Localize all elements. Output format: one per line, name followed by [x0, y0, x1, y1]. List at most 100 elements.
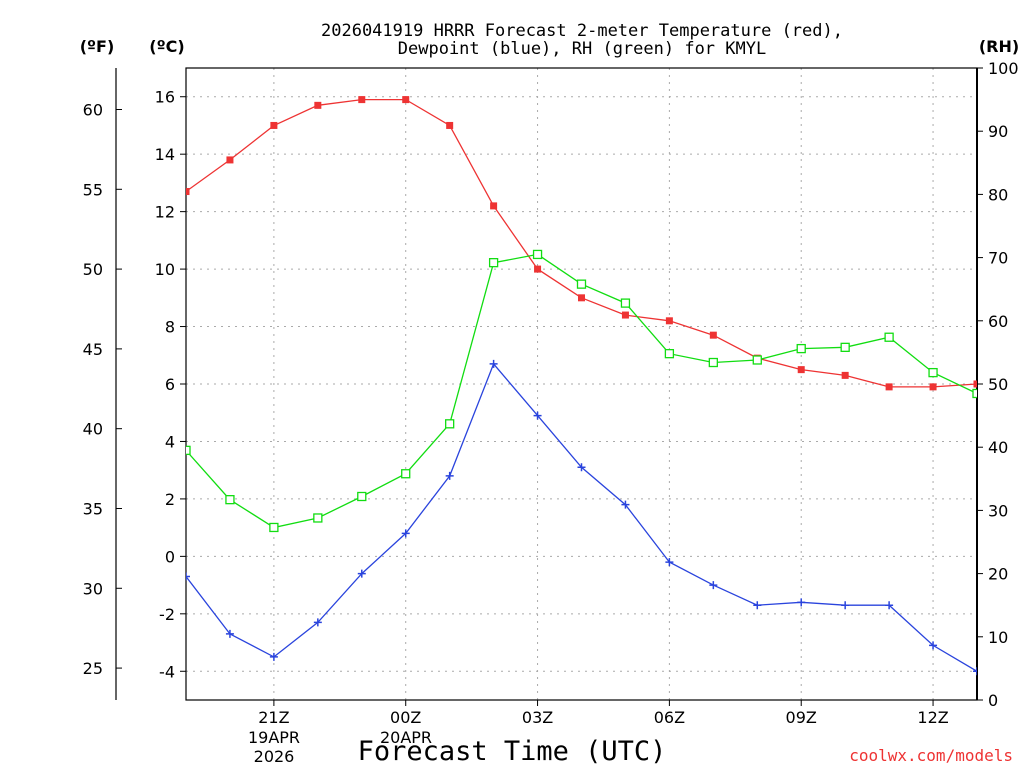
temperature-point — [314, 101, 322, 109]
temperature-point — [621, 311, 629, 319]
fahrenheit-axis-label: (ºF) — [80, 37, 115, 56]
tick-label-rh: 100 — [988, 59, 1019, 78]
tick-label-rh: 50 — [988, 375, 1008, 394]
dewpoint-point — [313, 618, 322, 627]
tick-label-rh: 30 — [988, 501, 1008, 520]
tick-label-fahrenheit: 30 — [83, 579, 103, 598]
temperature-point — [490, 202, 498, 210]
rh-point — [884, 332, 894, 342]
tick-label-celsius: 8 — [165, 318, 175, 337]
temperature-point — [797, 366, 805, 374]
tick-label-celsius: -2 — [159, 605, 175, 624]
chart-title-line-2: Dewpoint (blue), RH (green) for KMYL — [398, 39, 766, 59]
grid — [186, 68, 977, 700]
temperature-point — [665, 317, 673, 325]
temperature-point — [973, 380, 977, 388]
tick-label-time: 00Z — [390, 708, 421, 727]
dewpoint-point — [445, 471, 454, 480]
tick-label-fahrenheit: 50 — [83, 260, 103, 279]
temperature-point — [270, 121, 278, 129]
tick-label-rh: 10 — [988, 628, 1008, 647]
dewpoint-point — [357, 569, 366, 578]
tick-label-time: 12Z — [917, 708, 948, 727]
dewpoint-point — [753, 601, 762, 610]
rh-point — [840, 342, 850, 352]
rh-point — [708, 357, 718, 368]
rh-point — [269, 522, 279, 533]
dewpoint-point — [665, 558, 674, 567]
tick-label-celsius: 4 — [165, 432, 175, 451]
dewpoint-point — [929, 641, 938, 650]
temperature-point — [186, 188, 190, 196]
dewpoint-point — [489, 359, 498, 368]
rh-point — [357, 491, 367, 502]
temperature-point — [841, 371, 849, 379]
date-label-2026: 2026 — [254, 747, 295, 766]
dewpoint-point — [269, 652, 278, 661]
tick-label-rh: 0 — [988, 691, 998, 710]
temperature-point — [534, 265, 542, 273]
rh-point — [576, 279, 587, 289]
rh-point — [445, 419, 455, 429]
tick-label-time: 09Z — [786, 708, 817, 727]
rh-point — [225, 495, 235, 505]
rh-axis-label: (RH) — [979, 37, 1019, 56]
temperature-point — [226, 156, 234, 164]
dewpoint-point — [709, 581, 718, 590]
chart-title-line-1: 2026041919 HRRR Forecast 2-meter Tempera… — [321, 21, 843, 41]
rh-point — [796, 343, 806, 354]
rh-point — [313, 513, 323, 523]
temperature-point — [885, 383, 893, 391]
tick-label-rh: 70 — [988, 249, 1008, 268]
rh-point — [401, 469, 411, 479]
tick-label-celsius: -4 — [159, 662, 175, 681]
tick-label-fahrenheit: 60 — [83, 100, 103, 119]
temperature-point — [709, 331, 717, 339]
dewpoint-point — [533, 411, 542, 420]
tick-label-fahrenheit: 55 — [83, 180, 103, 199]
dewpoint-point — [401, 529, 410, 538]
tick-label-celsius: 16 — [155, 88, 175, 107]
dewpoint-point — [186, 572, 190, 581]
dewpoint-line — [186, 362, 977, 672]
tick-label-time: 06Z — [654, 708, 685, 727]
tick-label-celsius: 0 — [165, 547, 175, 566]
tick-label-fahrenheit: 45 — [83, 340, 103, 359]
rh-point — [532, 249, 543, 260]
rh-point — [488, 258, 499, 268]
temperature-point — [402, 96, 410, 104]
credit-link[interactable]: coolwx.com/models — [849, 746, 1013, 765]
tick-label-rh: 20 — [988, 565, 1008, 584]
dewpoint-point — [841, 601, 850, 610]
temperature-point — [446, 121, 454, 129]
tick-label-rh: 80 — [988, 185, 1008, 204]
date-label-19apr: 19APR — [248, 728, 300, 747]
rh-point — [664, 349, 675, 359]
dewpoint-point — [577, 463, 586, 472]
tick-label-celsius: 12 — [155, 203, 175, 222]
temperature-point — [358, 96, 366, 104]
tick-label-fahrenheit: 25 — [83, 659, 103, 678]
dewpoint-point — [621, 500, 630, 509]
rh-point — [928, 367, 938, 378]
tick-label-fahrenheit: 35 — [83, 499, 103, 518]
tick-label-time: 21Z — [258, 708, 289, 727]
axes: -4 -2 0 2 4 6 8 10 12 14 16 21Z 00Z 03Z 06Z 09Z 12Z 25 30 3… — [83, 59, 1019, 727]
rh-point — [620, 298, 631, 308]
dewpoint-point — [225, 629, 234, 638]
tick-label-celsius: 10 — [155, 260, 175, 279]
tick-label-time: 03Z — [522, 708, 553, 727]
tick-label-rh: 40 — [988, 438, 1008, 457]
tick-label-celsius: 2 — [165, 490, 175, 509]
rh-point — [186, 445, 191, 456]
date-label-20apr: 20APR — [380, 728, 432, 747]
tick-label-rh: 90 — [988, 122, 1008, 141]
tick-label-rh: 60 — [988, 312, 1008, 331]
dewpoint-point — [885, 601, 894, 610]
dewpoint-point — [973, 667, 977, 676]
rh-point — [972, 388, 977, 399]
series-layer — [186, 96, 977, 676]
tick-label-fahrenheit: 40 — [83, 420, 103, 439]
celsius-axis-label: (ºC) — [149, 37, 184, 56]
